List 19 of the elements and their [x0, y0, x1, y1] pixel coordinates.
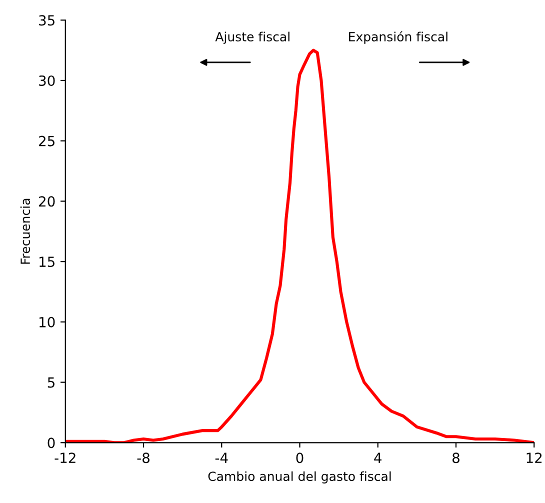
x-tick-label: 0 — [296, 452, 304, 464]
y-axis-title: Frecuencia — [20, 198, 30, 264]
annotation: Ajuste fiscal — [215, 32, 290, 44]
y-tick-label: 0 — [48, 438, 55, 448]
y-tick-label: 15 — [40, 256, 54, 268]
x-tick-label: -8 — [137, 452, 150, 464]
y-tick-label: 25 — [39, 136, 54, 146]
x-axis-title: Cambio anual del gasto fiscal — [208, 471, 391, 484]
y-tick-label: 20 — [39, 196, 55, 207]
x-tick-label: 12 — [526, 452, 542, 463]
y-tick-label: 10 — [40, 316, 55, 328]
y-tick-label: 5 — [48, 377, 54, 388]
annotation: Expansión fiscal — [349, 31, 448, 44]
x-tick-label: 4 — [374, 452, 382, 463]
y-tick-label: 30 — [39, 75, 55, 86]
x-tick-label: 8 — [452, 452, 460, 464]
x-tick-label: -4 — [215, 452, 228, 463]
y-tick-label: 35 — [39, 15, 54, 26]
x-tick-label: -12 — [54, 452, 76, 463]
